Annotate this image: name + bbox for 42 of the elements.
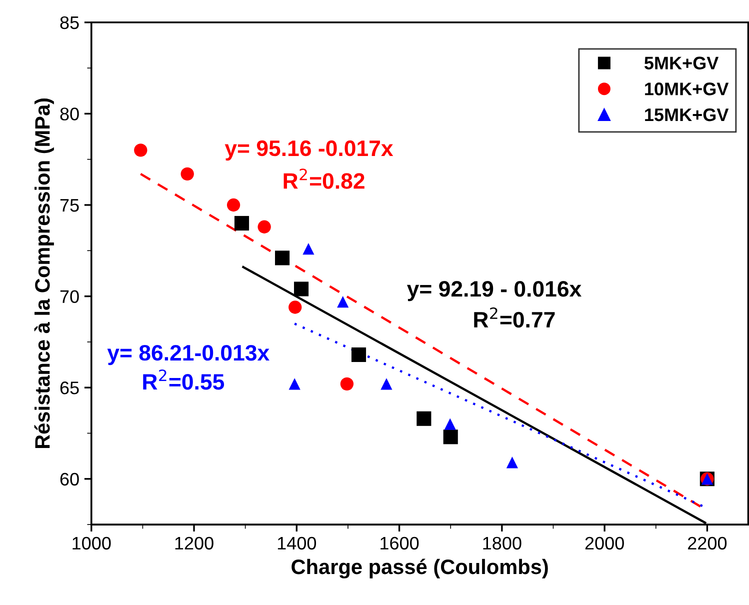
point xyxy=(288,300,302,314)
y-axis-title: Résistance à la Compression (MPa) xyxy=(34,98,54,448)
point xyxy=(234,216,250,231)
legend-label: 15MK+GV xyxy=(645,108,729,122)
x-tick-label: 1200 xyxy=(175,536,214,550)
annotation: y= 86.21-0.013x xyxy=(107,344,270,366)
x-tick-label: 1400 xyxy=(278,536,316,550)
point xyxy=(416,411,432,426)
y-tick-label: 75 xyxy=(60,199,79,212)
point xyxy=(275,250,290,266)
legend-label: 10MK+GV xyxy=(645,82,729,96)
annotation: y= 95.16 -0.017x xyxy=(224,140,394,161)
point xyxy=(258,220,271,234)
x-tick-label: 2000 xyxy=(585,536,624,550)
point xyxy=(506,456,518,468)
annotation: R$^{2}$=0.82 xyxy=(284,168,364,189)
annotation: y= 92.19 - 0.016x xyxy=(406,281,582,302)
point xyxy=(180,167,194,181)
point xyxy=(443,430,458,444)
y-tick-label: 65 xyxy=(60,382,79,394)
point xyxy=(288,378,300,390)
point xyxy=(351,347,366,362)
y-tick-label: 80 xyxy=(60,108,79,120)
point xyxy=(340,377,354,391)
point xyxy=(380,378,392,390)
x-tick-label: 2200 xyxy=(688,536,727,550)
x-tick-label: 1800 xyxy=(483,536,522,550)
point xyxy=(302,243,314,255)
y-tick-label: 85 xyxy=(60,16,79,30)
x-tick-label: 1000 xyxy=(72,536,111,550)
x-axis-title: Charge passé (Coulombs) xyxy=(292,558,548,578)
point xyxy=(134,144,148,157)
annotation: R$^{2}$=0.77 xyxy=(474,307,555,328)
point xyxy=(226,198,240,212)
point xyxy=(444,418,456,430)
point xyxy=(337,296,349,308)
y-tick-label: 60 xyxy=(60,472,79,486)
y-tick-label: 70 xyxy=(60,290,79,304)
x-tick-label: 1600 xyxy=(380,536,419,550)
annotation: R$^{2}$=0.55 xyxy=(143,369,224,390)
point xyxy=(294,282,309,296)
legend-label: 5MK+GV xyxy=(644,56,719,70)
